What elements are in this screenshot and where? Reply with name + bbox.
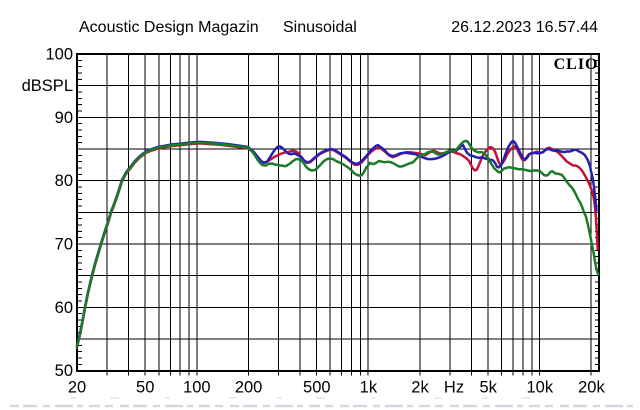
svg-text:1k: 1k bbox=[360, 379, 378, 397]
svg-text:5k: 5k bbox=[479, 379, 497, 397]
svg-text:Hz: Hz bbox=[444, 379, 464, 397]
svg-text:10k: 10k bbox=[526, 379, 553, 397]
svg-text:Sinusoidal: Sinusoidal bbox=[283, 19, 357, 36]
svg-text:26.12.2023 16.57.44: 26.12.2023 16.57.44 bbox=[451, 19, 598, 36]
svg-text:100: 100 bbox=[183, 379, 211, 397]
svg-text:80: 80 bbox=[55, 172, 73, 190]
svg-text:90: 90 bbox=[55, 109, 73, 127]
svg-text:60: 60 bbox=[55, 299, 73, 317]
svg-text:200: 200 bbox=[235, 379, 263, 397]
svg-text:500: 500 bbox=[303, 379, 331, 397]
svg-text:50: 50 bbox=[55, 362, 73, 380]
svg-text:dBSPL: dBSPL bbox=[22, 77, 73, 95]
svg-text:70: 70 bbox=[55, 236, 73, 254]
svg-text:20k: 20k bbox=[578, 379, 605, 397]
svg-text:Acoustic Design Magazin: Acoustic Design Magazin bbox=[79, 19, 259, 36]
svg-text:20: 20 bbox=[68, 379, 86, 397]
svg-text:CLIO: CLIO bbox=[554, 56, 599, 73]
svg-text:2k: 2k bbox=[411, 379, 429, 397]
svg-text:100: 100 bbox=[45, 46, 73, 64]
svg-text:50: 50 bbox=[136, 379, 154, 397]
